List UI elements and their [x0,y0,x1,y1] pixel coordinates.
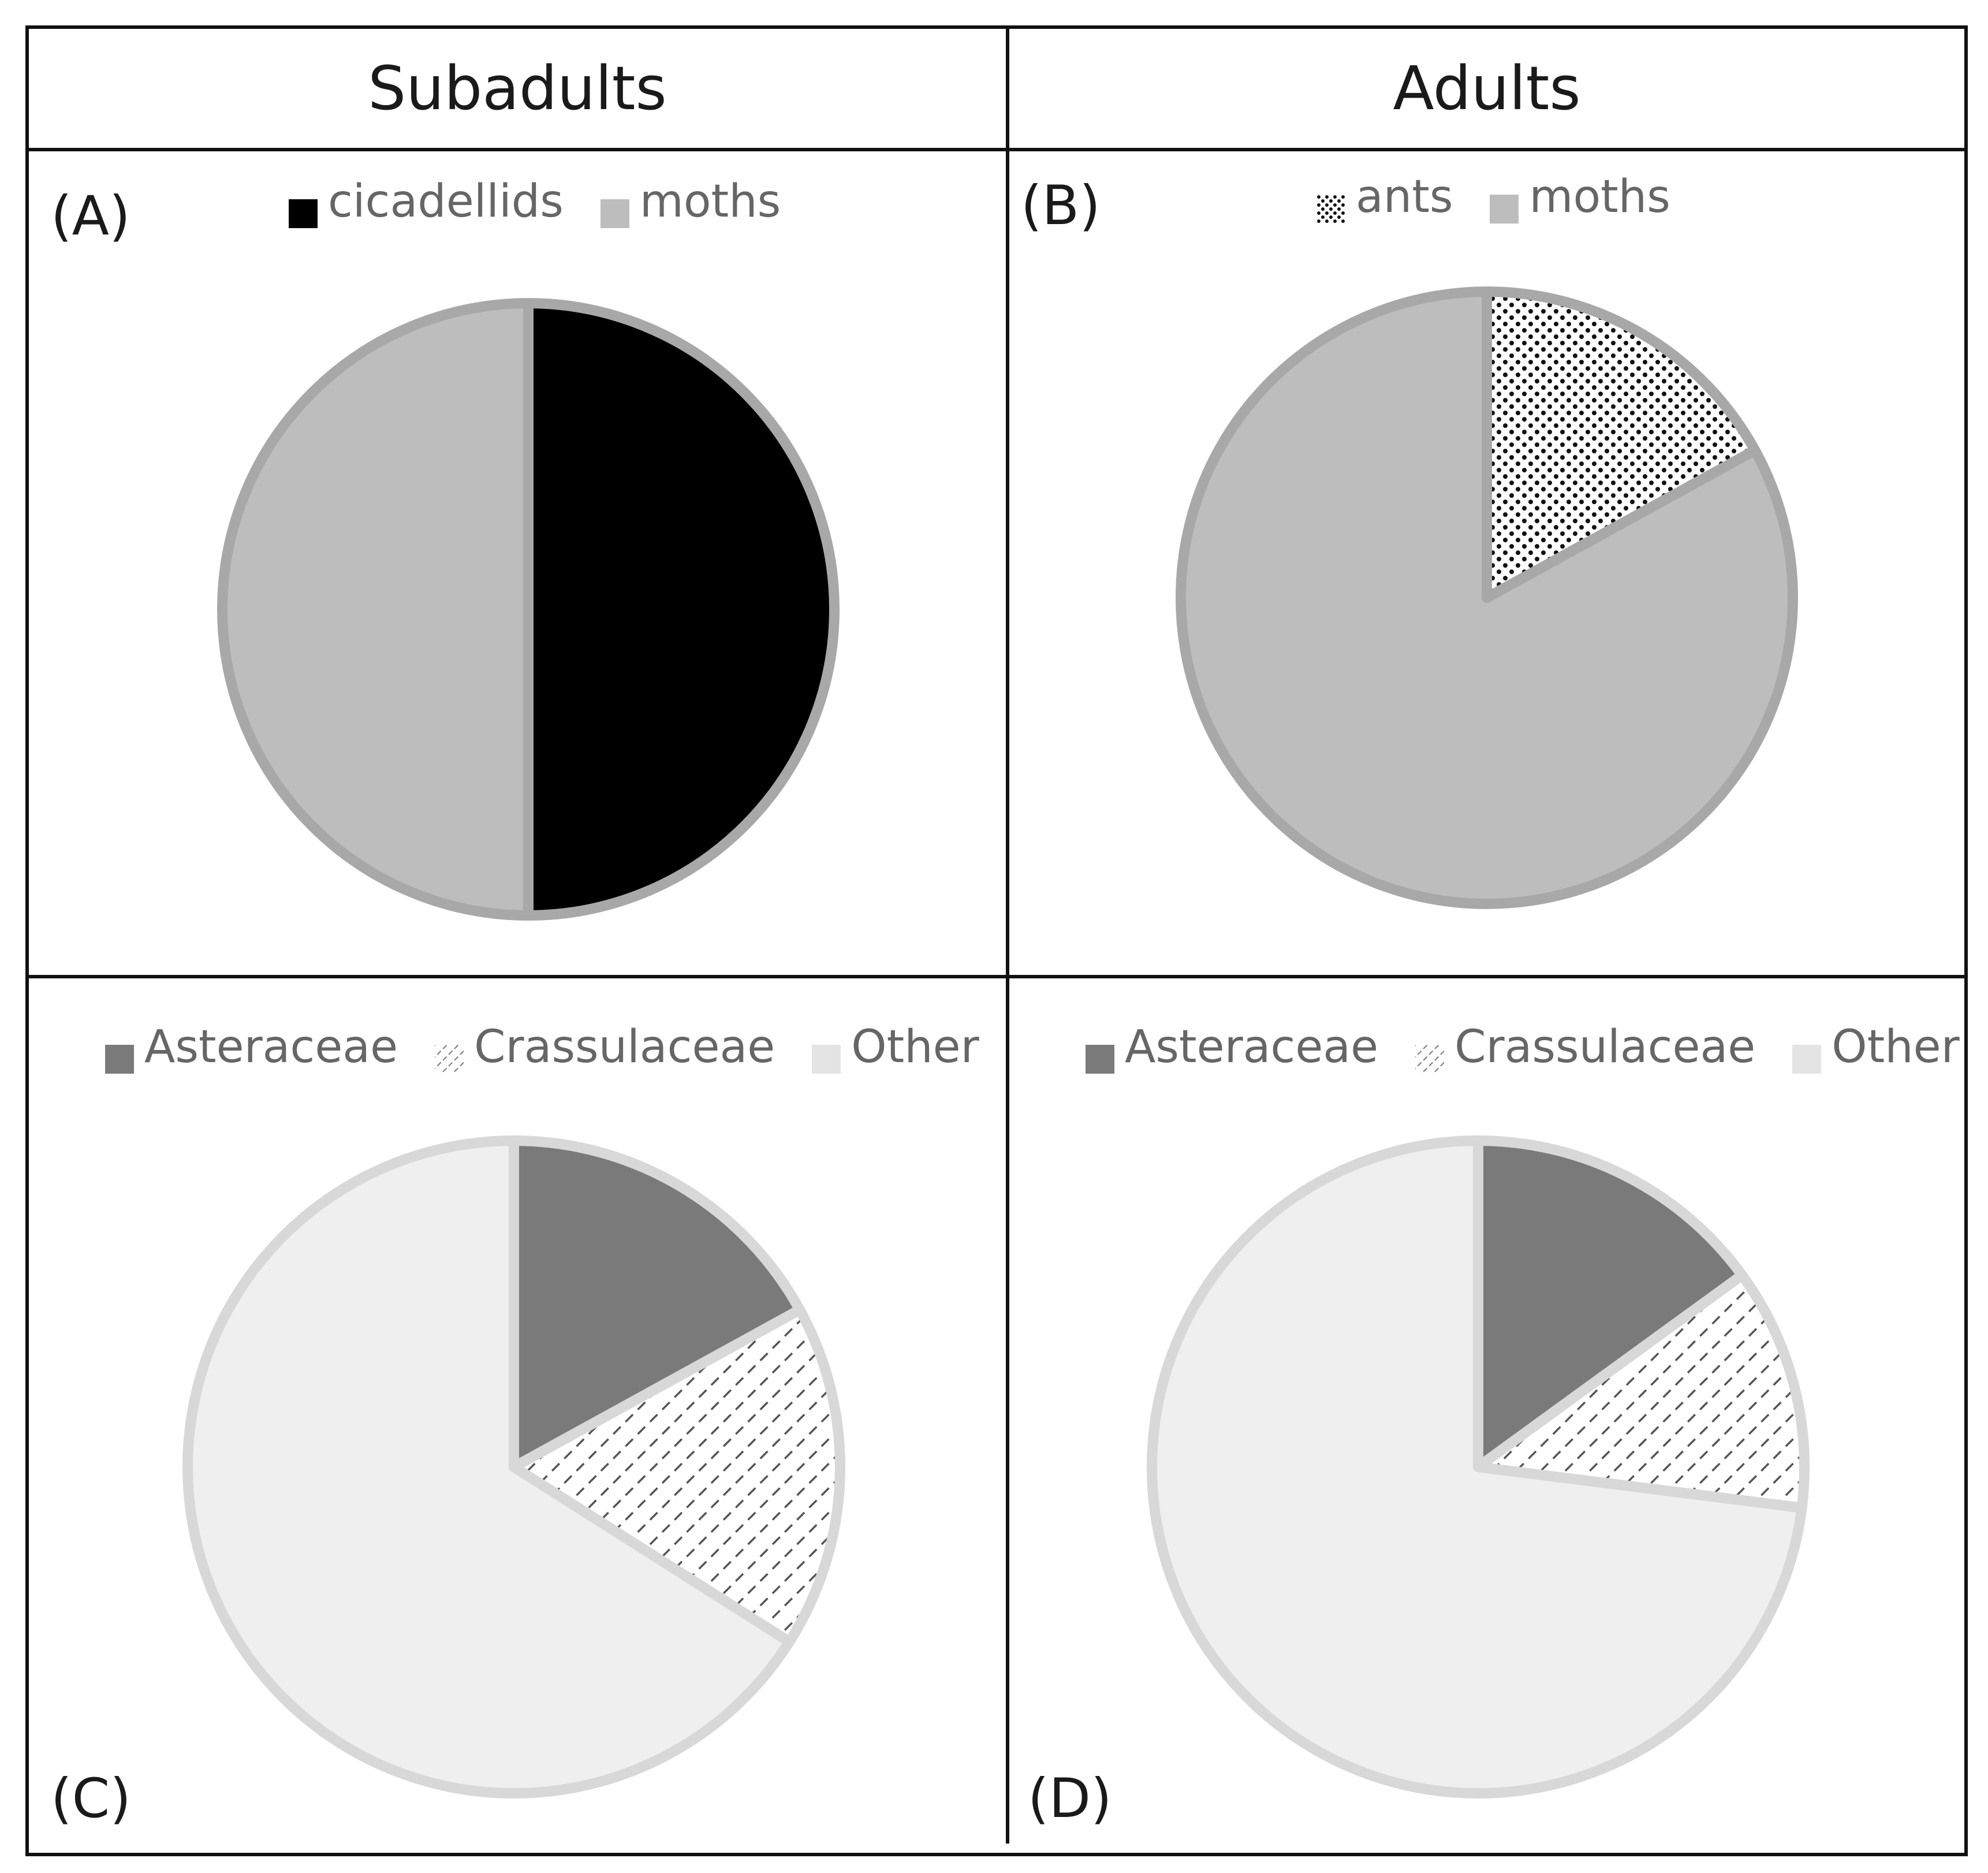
pie-slice-ants [1482,286,1761,603]
legend-label-crassulaceae: Crassulaceae [1454,1021,1756,1073]
pie-slice-cicadellids [523,298,840,921]
panel-label-b: (B) [1021,174,1101,237]
legend-item: Crassulaceae [435,1021,775,1074]
legend-label-moths: moths [639,176,781,228]
pie-slice-other [1147,1135,1807,1798]
legend-swatch-cicadellids [289,187,318,228]
pie-chart-b [1176,286,1798,909]
figure-frame [25,25,1968,1856]
legend-swatch-ants [1316,183,1345,224]
legend-item: Crassulaceae [1415,1021,1756,1074]
pie-slice-moths [217,298,534,921]
panel-label-c: (C) [51,1767,131,1830]
panel-label-d: (D) [1028,1767,1112,1830]
pie-slice-asteraceae [509,1135,805,1472]
legend-b: ants moths [1316,171,1670,224]
legend-d: Asteraceae Crassulaceae Other [1086,1021,1960,1074]
legend-item: Other [1792,1021,1960,1074]
legend-item: Asteraceae [1086,1021,1379,1074]
legend-swatch-asteraceae [1086,1033,1114,1074]
legend-item: moths [600,176,781,228]
legend-item: ants [1316,171,1453,224]
legend-label-crassulaceae: Crassulaceae [474,1021,775,1073]
legend-item: Asteraceae [105,1021,398,1074]
legend-c: Asteraceae Crassulaceae Other [105,1021,979,1074]
pie-slice-crassulaceae [509,1304,845,1647]
header-divider [25,148,1968,151]
pie-slice-asteraceae [1473,1135,1748,1472]
legend-swatch-crassulaceae [1415,1033,1445,1074]
column-divider [1006,25,1009,1844]
pie-slice-crassulaceae [1473,1269,1810,1513]
legend-label-moths: moths [1529,171,1670,223]
legend-swatch-other [812,1033,841,1074]
pie-slice-moths [1176,286,1798,909]
header-adults: Adults [1393,53,1581,124]
legend-item: cicadellids [289,176,564,228]
legend-label-other: Other [851,1021,979,1073]
panel-label-a: (A) [51,185,130,248]
pie-chart-c [182,1135,845,1798]
legend-label-cicadellids: cicadellids [328,176,564,228]
legend-swatch-other [1792,1033,1822,1074]
pie-slice-other [182,1135,795,1798]
legend-swatch-crassulaceae [435,1033,464,1074]
legend-swatch-asteraceae [105,1033,134,1074]
legend-label-other: Other [1832,1021,1960,1073]
row-divider [25,975,1968,978]
pie-chart-a [217,298,840,921]
legend-swatch-moths [1490,183,1519,224]
header-subadults: Subadults [368,53,667,124]
legend-swatch-moths [600,187,629,228]
legend-label-asteraceae: Asteraceae [1125,1021,1379,1073]
legend-a: cicadellids moths [289,176,781,228]
pie-chart-d [1147,1135,1810,1798]
legend-item: Other [812,1021,979,1074]
legend-label-asteraceae: Asteraceae [144,1021,398,1073]
legend-label-ants: ants [1356,171,1453,223]
legend-item: moths [1490,171,1670,224]
